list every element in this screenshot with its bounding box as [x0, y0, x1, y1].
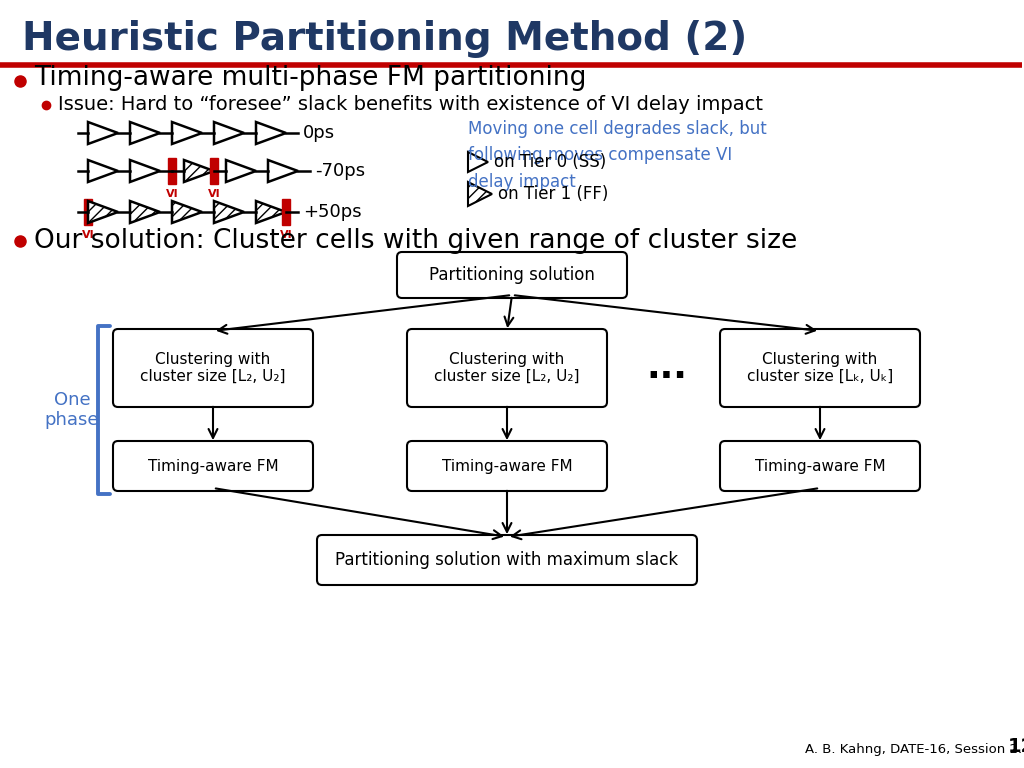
Polygon shape: [172, 122, 202, 144]
Polygon shape: [88, 201, 118, 223]
Text: -70ps: -70ps: [315, 162, 366, 180]
Polygon shape: [88, 160, 118, 182]
Polygon shape: [130, 201, 160, 223]
Text: Our solution: Cluster cells with given range of cluster size: Our solution: Cluster cells with given r…: [34, 228, 798, 254]
Bar: [210, 158, 218, 184]
Polygon shape: [214, 201, 244, 223]
Polygon shape: [226, 160, 256, 182]
Text: 12: 12: [1008, 737, 1024, 756]
Bar: [84, 199, 92, 225]
Text: Heuristic Partitioning Method (2): Heuristic Partitioning Method (2): [22, 20, 748, 58]
Text: ...: ...: [646, 351, 687, 385]
Text: Timing-aware FM: Timing-aware FM: [441, 458, 572, 474]
FancyBboxPatch shape: [317, 535, 697, 585]
Text: Clustering with
cluster size [L₂, U₂]: Clustering with cluster size [L₂, U₂]: [140, 352, 286, 384]
FancyBboxPatch shape: [407, 441, 607, 491]
Text: VI: VI: [166, 189, 178, 199]
Text: VI: VI: [280, 230, 292, 240]
Polygon shape: [256, 122, 286, 144]
FancyBboxPatch shape: [113, 329, 313, 407]
Polygon shape: [130, 160, 160, 182]
Polygon shape: [214, 122, 244, 144]
Polygon shape: [172, 201, 202, 223]
Text: VI: VI: [208, 189, 220, 199]
Text: 0ps: 0ps: [303, 124, 335, 142]
Polygon shape: [468, 182, 492, 206]
FancyBboxPatch shape: [720, 329, 920, 407]
Text: Clustering with
cluster size [L₂, U₂]: Clustering with cluster size [L₂, U₂]: [434, 352, 580, 384]
Text: VI: VI: [82, 230, 94, 240]
Polygon shape: [184, 160, 214, 182]
FancyBboxPatch shape: [407, 329, 607, 407]
Bar: [282, 199, 290, 225]
Text: Timing-aware FM: Timing-aware FM: [755, 458, 886, 474]
Bar: [168, 158, 176, 184]
Polygon shape: [268, 160, 298, 182]
Text: Moving one cell degrades slack, but
following moves compensate VI
delay impact: Moving one cell degrades slack, but foll…: [468, 120, 767, 190]
Text: Partitioning solution: Partitioning solution: [429, 266, 595, 284]
Text: on Tier 1 (FF): on Tier 1 (FF): [498, 185, 608, 203]
Polygon shape: [88, 122, 118, 144]
Polygon shape: [256, 201, 286, 223]
Text: Timing-aware FM: Timing-aware FM: [147, 458, 279, 474]
Text: on Tier 0 (SS): on Tier 0 (SS): [494, 153, 606, 171]
Text: Partitioning solution with maximum slack: Partitioning solution with maximum slack: [336, 551, 679, 569]
Polygon shape: [130, 122, 160, 144]
Text: Issue: Hard to “foresee” slack benefits with existence of VI delay impact: Issue: Hard to “foresee” slack benefits …: [58, 95, 763, 114]
FancyBboxPatch shape: [397, 252, 627, 298]
FancyBboxPatch shape: [720, 441, 920, 491]
Text: A. B. Kahng, DATE-16, Session 2.4: A. B. Kahng, DATE-16, Session 2.4: [805, 743, 1024, 756]
Polygon shape: [468, 152, 488, 172]
FancyBboxPatch shape: [113, 441, 313, 491]
Text: One
phase: One phase: [45, 391, 99, 429]
Text: Clustering with
cluster size [Lₖ, Uₖ]: Clustering with cluster size [Lₖ, Uₖ]: [746, 352, 893, 384]
Text: +50ps: +50ps: [303, 203, 361, 221]
Text: Timing-aware multi-phase FM partitioning: Timing-aware multi-phase FM partitioning: [34, 65, 587, 91]
